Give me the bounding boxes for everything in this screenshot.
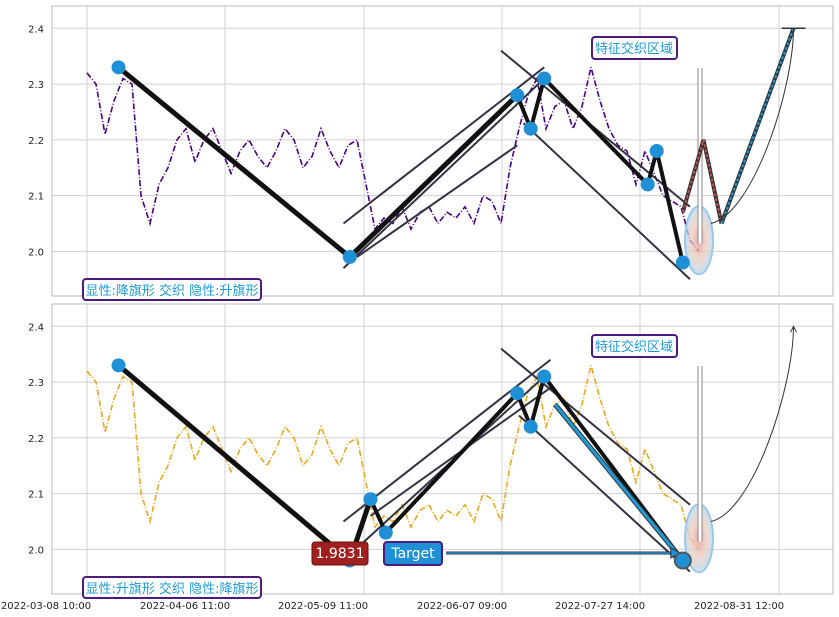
bottom-pattern-label-text: 显性:升旗形 交织 隐性:降旗形	[85, 581, 258, 597]
x-tick-label: 2022-06-07 09:00	[417, 601, 507, 612]
projection-down	[681, 139, 723, 224]
pattern-point	[510, 386, 525, 401]
top-pattern-label-text: 显性:降旗形 交织 隐性:升旗形	[85, 283, 258, 299]
pattern-point	[537, 71, 552, 86]
channel-line	[356, 144, 518, 258]
channel-line	[518, 414, 691, 573]
x-tick-label: 2022-07-27 14:00	[555, 601, 645, 612]
top-panel-frame	[51, 5, 834, 297]
channel-line	[342, 77, 545, 269]
pattern-segment	[542, 76, 650, 187]
target-curve	[710, 28, 794, 224]
top-pattern-label: 显性:降旗形 交织 隐性:升旗形	[82, 278, 262, 301]
pattern-point	[111, 358, 126, 373]
pattern-segment	[116, 64, 353, 260]
pattern-point	[675, 553, 690, 568]
pattern-point	[675, 255, 690, 270]
channel-line	[522, 122, 691, 280]
price-line	[86, 365, 700, 550]
value-box-text: 1.9831	[316, 546, 365, 562]
bottom-panel: 2.0 2.1 2.2 2.3 2.4	[28, 304, 833, 594]
price-line	[86, 67, 700, 252]
x-tick-label: 2022-08-31 12:00	[694, 601, 784, 612]
pattern-point	[363, 492, 378, 507]
pattern-point	[523, 419, 538, 434]
channel-line	[500, 347, 691, 506]
target-box-text: Target	[390, 546, 435, 562]
projection-blue	[553, 403, 684, 562]
pattern-point	[510, 88, 525, 103]
pattern-point	[523, 121, 538, 136]
y-tick-label: 2.0	[28, 545, 44, 556]
pattern-point	[649, 144, 664, 158]
pattern-segment	[528, 76, 547, 131]
y-tick-label: 2.1	[28, 490, 44, 501]
top-zone-label-text: 特征交织区域	[595, 41, 673, 57]
x-tick-label: 2022-05-09 11:00	[278, 601, 368, 612]
pattern-segment	[654, 149, 685, 265]
y-tick-label: 2.2	[28, 434, 44, 445]
y-tick-label: 2.4	[28, 24, 44, 35]
pattern-point	[640, 177, 655, 192]
pattern-point	[537, 369, 552, 384]
y-tick-label: 2.3	[28, 80, 44, 91]
y-tick-label: 2.4	[28, 322, 44, 333]
top-panel: 2.0 2.1 2.2 2.3 2.4	[28, 6, 833, 296]
pattern-point	[111, 60, 126, 75]
target-curve	[710, 326, 794, 522]
target-box: Target	[383, 541, 443, 566]
x-tick-label: 2022-04-06 11:00	[140, 601, 230, 612]
top-zone-label: 特征交织区域	[591, 36, 678, 60]
bottom-zone-label: 特征交织区域	[591, 334, 678, 358]
y-tick-label: 2.1	[28, 192, 44, 203]
y-tick-label: 2.2	[28, 136, 44, 147]
bottom-pattern-label: 显性:升旗形 交织 隐性:降旗形	[82, 576, 262, 599]
pattern-segment	[528, 374, 547, 429]
pattern-segment	[116, 362, 353, 564]
pattern-point	[342, 249, 357, 264]
pattern-point	[378, 525, 393, 540]
bottom-zone-label-text: 特征交织区域	[595, 339, 673, 355]
value-box: 1.9831	[311, 541, 369, 566]
y-tick-label: 2.3	[28, 378, 44, 389]
pattern-segment	[383, 391, 520, 535]
pattern-segment	[347, 92, 520, 260]
target-arrowhead	[790, 325, 797, 333]
x-tick-label: 2022-03-08 10:00	[1, 601, 91, 612]
projection-up-shadow	[719, 27, 796, 225]
y-tick-label: 2.0	[28, 247, 44, 258]
